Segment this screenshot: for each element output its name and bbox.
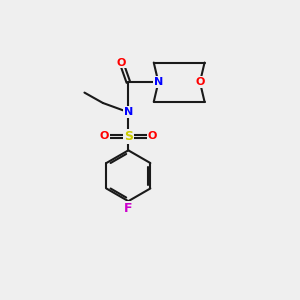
Text: F: F — [124, 202, 133, 214]
Text: S: S — [124, 130, 133, 143]
Text: O: O — [195, 77, 205, 87]
Text: O: O — [148, 131, 157, 142]
Text: N: N — [154, 77, 163, 87]
Text: O: O — [117, 58, 126, 68]
Text: O: O — [99, 131, 109, 142]
Text: N: N — [124, 107, 133, 117]
